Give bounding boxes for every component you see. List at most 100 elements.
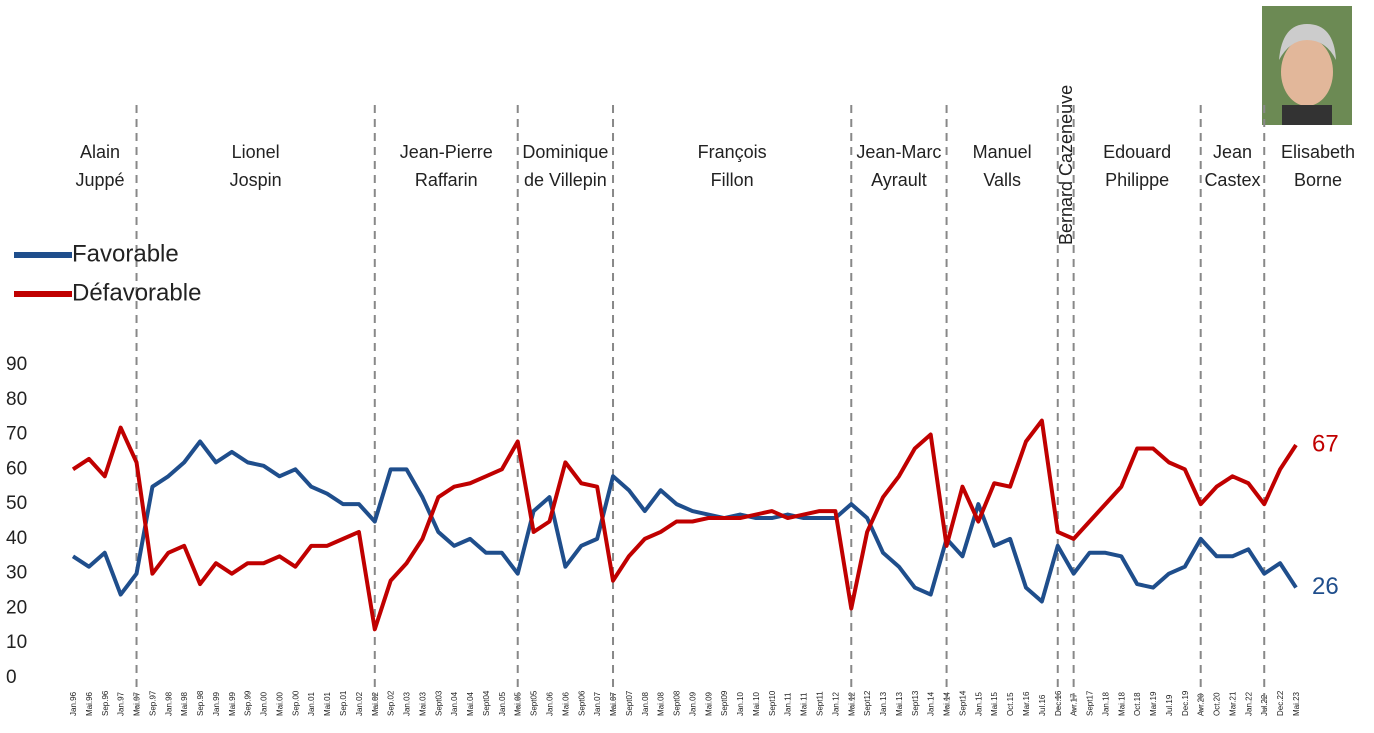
series-line xyxy=(73,421,1296,630)
period-label: Alain xyxy=(80,142,120,162)
period-label: Valls xyxy=(983,170,1021,190)
x-tick-label: Dec.22 xyxy=(1276,690,1285,716)
x-tick-label: Sept05 xyxy=(530,690,539,716)
x-tick-label: Jan.01 xyxy=(307,691,316,716)
end-value-label: 26 xyxy=(1312,573,1339,600)
y-tick-label: 10 xyxy=(6,632,27,653)
x-tick-label: Oct.15 xyxy=(1006,692,1015,716)
x-tick-label: Jan.99 xyxy=(212,691,221,716)
x-tick-label: Mai.04 xyxy=(466,691,475,716)
x-tick-label: Sep.96 xyxy=(101,690,110,716)
x-tick-label: Jan.18 xyxy=(1101,691,1110,716)
period-label: Jean-Pierre xyxy=(400,142,493,162)
period-label: Ayrault xyxy=(871,170,927,190)
x-tick-label: Mai.01 xyxy=(323,691,332,716)
y-tick-label: 40 xyxy=(6,528,27,549)
x-tick-label: Mai.98 xyxy=(180,691,189,716)
x-tick-label: Jan.22 xyxy=(1244,691,1253,716)
x-tick-label: Jan.02 xyxy=(355,691,364,716)
x-tick-label: Oct.20 xyxy=(1213,692,1222,716)
x-tick-label: Sep.00 xyxy=(291,690,300,716)
portrait xyxy=(1262,6,1352,125)
x-tick-label: Mai.10 xyxy=(752,691,761,716)
period-label: François xyxy=(698,142,767,162)
period-label: Elisabeth xyxy=(1281,142,1355,162)
x-tick-label: Jan.98 xyxy=(164,691,173,716)
period-label: Edouard xyxy=(1103,142,1171,162)
x-tick-label: Jul.19 xyxy=(1165,694,1174,716)
period-label: Juppé xyxy=(75,170,124,190)
y-tick-label: 90 xyxy=(6,354,27,375)
x-tick-label: Sept12 xyxy=(863,690,872,716)
chart: 0 10 20 30 40 50 60 70 80 90 Jan.96 Mai.96 Sep.96 Jan… xyxy=(0,0,1374,728)
x-tick-label: Jan.04 xyxy=(450,691,459,716)
x-tick-label: Jan.13 xyxy=(879,691,888,716)
x-tick-label: Jan.97 xyxy=(117,691,126,716)
y-tick-label: 20 xyxy=(6,597,27,618)
x-tick-label: Jan.08 xyxy=(641,691,650,716)
legend-label: Défavorable xyxy=(72,279,201,306)
x-tick-label: Jan.00 xyxy=(260,691,269,716)
x-tick-label: Mar.21 xyxy=(1228,691,1237,716)
x-tick-label: Jan.14 xyxy=(927,691,936,716)
x-tick-label: Jan.11 xyxy=(784,692,793,716)
x-tick-label: Sep.98 xyxy=(196,690,205,716)
period-label: Fillon xyxy=(711,170,754,190)
end-value-label: 67 xyxy=(1312,430,1339,457)
legend-label: Favorable xyxy=(72,240,179,267)
x-tick-label: Sep.01 xyxy=(339,690,348,716)
x-tick-label: Jan.07 xyxy=(593,691,602,716)
x-tick-label: Jan.96 xyxy=(69,691,78,716)
x-tick-label: Sept06 xyxy=(577,690,586,716)
x-tick-label: Mai.23 xyxy=(1292,691,1301,716)
x-tick-label: Sept17 xyxy=(1086,690,1095,716)
period-label: Lionel xyxy=(232,142,280,162)
x-tick-label: Jan.12 xyxy=(831,691,840,716)
x-tick-label: Sept08 xyxy=(673,690,682,716)
x-tick-label: Dec.19 xyxy=(1181,690,1190,716)
x-tick-label: Mai.18 xyxy=(1117,691,1126,716)
x-tick-label: Mar.16 xyxy=(1022,691,1031,716)
x-tick-label: Mai.96 xyxy=(85,691,94,716)
x-tick-label: Sept10 xyxy=(768,690,777,716)
period-label: Castex xyxy=(1204,170,1260,190)
x-tick-label: Sept13 xyxy=(911,690,920,716)
x-tick-label: Mai.00 xyxy=(275,691,284,716)
x-tick-label: Mai.09 xyxy=(704,691,713,716)
period-label: de Villepin xyxy=(524,170,607,190)
period-label: Philippe xyxy=(1105,170,1169,190)
period-label: Jospin xyxy=(230,170,282,190)
x-tick-label: Sept11 xyxy=(816,691,825,716)
x-tick-label: Jan.10 xyxy=(736,691,745,716)
y-tick-label: 70 xyxy=(6,424,27,445)
period-label: Borne xyxy=(1294,170,1342,190)
y-tick-label: 50 xyxy=(6,493,27,514)
x-tick-label: Sept03 xyxy=(434,690,443,716)
y-tick-label: 80 xyxy=(6,389,27,410)
x-tick-label: Mai.99 xyxy=(228,691,237,716)
x-tick-label: Jan.09 xyxy=(688,691,697,716)
y-tick-label: 0 xyxy=(6,667,17,688)
x-tick-label: Mai.08 xyxy=(657,691,666,716)
x-tick-label: Sept04 xyxy=(482,690,491,716)
x-tick-label: Mar.19 xyxy=(1149,691,1158,716)
x-tick-label: Sep.02 xyxy=(387,690,396,716)
period-label: Raffarin xyxy=(415,170,478,190)
x-tick-label: Jan.05 xyxy=(498,691,507,716)
x-tick-label: Mai.11 xyxy=(800,692,809,716)
period-label: Jean xyxy=(1213,142,1252,162)
period-label: Dominique xyxy=(522,142,608,162)
x-tick-label: Sept14 xyxy=(958,690,967,716)
period-label: Jean-Marc xyxy=(856,142,941,162)
y-tick-label: 60 xyxy=(6,458,27,479)
x-tick-label: Oct.18 xyxy=(1133,692,1142,716)
x-tick-label: Mai.06 xyxy=(561,691,570,716)
x-tick-label: Jul.16 xyxy=(1038,694,1047,716)
period-label: Manuel xyxy=(973,142,1032,162)
x-tick-label: Jan.06 xyxy=(545,691,554,716)
x-tick-label: Sept09 xyxy=(720,690,729,716)
x-tick-label: Jan.15 xyxy=(974,691,983,716)
y-tick-label: 30 xyxy=(6,563,27,584)
x-tick-label: Mai.15 xyxy=(990,691,999,716)
x-tick-label: Sept07 xyxy=(625,690,634,716)
